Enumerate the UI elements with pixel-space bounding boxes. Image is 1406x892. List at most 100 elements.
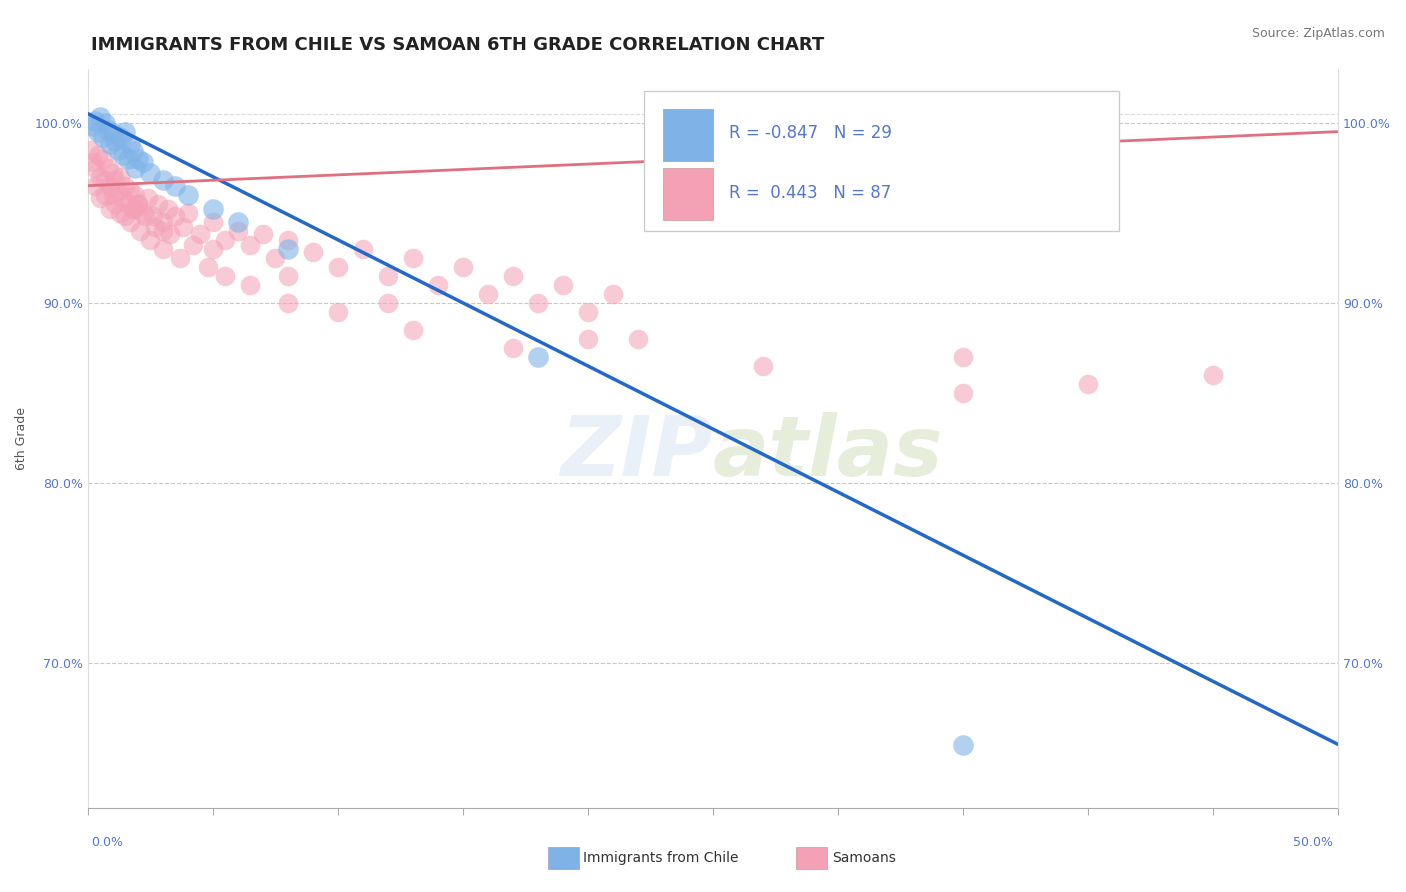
Point	[131, 155, 153, 169]
Point	[165, 210, 187, 224]
Point	[181, 238, 204, 252]
Point	[277, 296, 299, 310]
Point	[101, 187, 124, 202]
Bar	[664, 169, 713, 220]
Text: R = -0.847   N = 29: R = -0.847 N = 29	[730, 124, 891, 142]
Point	[172, 220, 194, 235]
Point	[426, 277, 449, 292]
Point	[104, 173, 127, 187]
Point	[104, 196, 127, 211]
Point	[82, 119, 104, 133]
Point	[127, 152, 149, 166]
Point	[576, 332, 599, 346]
Text: Immigrants from Chile: Immigrants from Chile	[583, 851, 740, 865]
Point	[152, 242, 174, 256]
Point	[79, 143, 101, 157]
Point	[94, 173, 117, 187]
Point	[114, 125, 136, 139]
Point	[197, 260, 219, 274]
Text: atlas: atlas	[713, 412, 943, 493]
Point	[502, 268, 524, 283]
Point	[108, 130, 131, 145]
Text: Source: ZipAtlas.com: Source: ZipAtlas.com	[1251, 27, 1385, 40]
Bar	[664, 109, 713, 161]
Point	[502, 341, 524, 355]
Point	[134, 210, 156, 224]
Text: Samoans: Samoans	[832, 851, 896, 865]
Point	[91, 152, 114, 166]
Point	[188, 227, 211, 242]
Point	[114, 210, 136, 224]
Point	[277, 242, 299, 256]
Point	[142, 210, 165, 224]
Point	[97, 161, 120, 175]
Point	[952, 350, 974, 364]
Point	[152, 215, 174, 229]
Point	[98, 202, 121, 216]
Point	[94, 115, 117, 129]
Point	[91, 130, 114, 145]
Point	[117, 196, 139, 211]
Point	[527, 350, 550, 364]
Point	[86, 148, 108, 162]
Point	[114, 178, 136, 193]
Point	[120, 184, 142, 198]
Point	[152, 173, 174, 187]
Point	[451, 260, 474, 274]
Point	[214, 268, 236, 283]
Point	[752, 359, 775, 373]
Point	[120, 137, 142, 152]
Point	[352, 242, 374, 256]
Point	[277, 233, 299, 247]
Point	[139, 166, 162, 180]
Point	[277, 268, 299, 283]
Point	[104, 134, 127, 148]
Point	[377, 268, 399, 283]
Point	[402, 323, 425, 337]
Point	[129, 224, 152, 238]
Point	[627, 332, 650, 346]
Point	[136, 191, 159, 205]
Point	[226, 224, 249, 238]
Point	[952, 386, 974, 401]
Point	[111, 191, 134, 205]
Text: 0.0%: 0.0%	[91, 837, 124, 849]
Point	[169, 251, 191, 265]
Point	[177, 187, 200, 202]
Point	[101, 127, 124, 141]
Point	[226, 215, 249, 229]
Point	[124, 202, 146, 216]
Point	[124, 161, 146, 175]
Point	[165, 178, 187, 193]
Point	[98, 137, 121, 152]
Text: ZIP: ZIP	[561, 412, 713, 493]
Point	[89, 169, 111, 184]
Point	[377, 296, 399, 310]
Point	[108, 205, 131, 219]
Point	[146, 196, 169, 211]
Point	[86, 125, 108, 139]
Point	[84, 113, 107, 128]
Point	[201, 215, 224, 229]
Point	[201, 202, 224, 216]
Point	[127, 196, 149, 211]
Point	[107, 184, 129, 198]
Point	[156, 202, 179, 216]
Point	[159, 227, 181, 242]
Point	[84, 161, 107, 175]
Point	[551, 277, 574, 292]
Point	[177, 205, 200, 219]
Point	[239, 277, 262, 292]
Point	[252, 227, 274, 242]
Text: IMMIGRANTS FROM CHILE VS SAMOAN 6TH GRADE CORRELATION CHART: IMMIGRANTS FROM CHILE VS SAMOAN 6TH GRAD…	[91, 36, 825, 54]
FancyBboxPatch shape	[644, 91, 1119, 231]
Point	[131, 205, 153, 219]
Point	[111, 148, 134, 162]
Point	[98, 178, 121, 193]
Point	[124, 187, 146, 202]
Point	[576, 305, 599, 319]
Point	[101, 166, 124, 180]
Point	[121, 145, 143, 159]
Point	[82, 155, 104, 169]
Point	[402, 251, 425, 265]
